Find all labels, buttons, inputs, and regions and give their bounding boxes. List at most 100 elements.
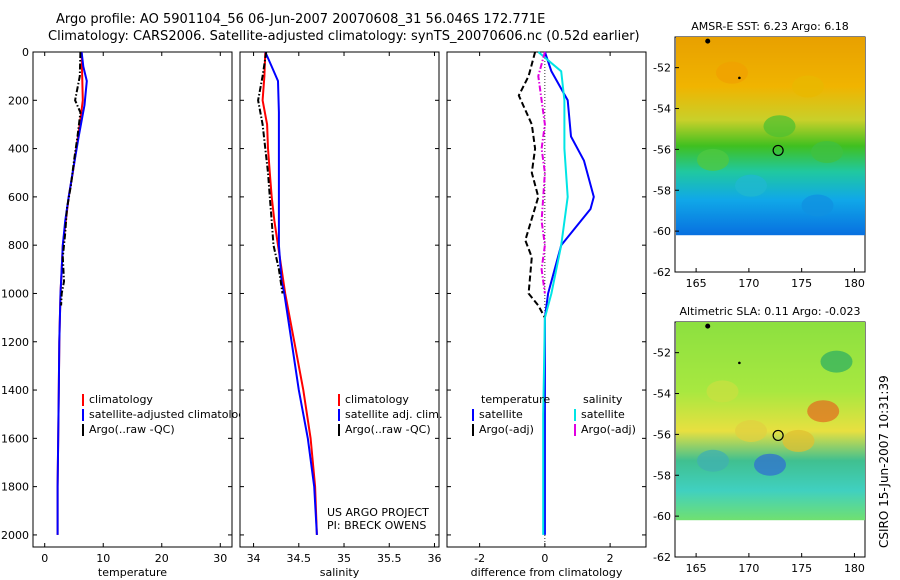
map-title: AMSR-E SST: 6.23 Argo: 6.18 xyxy=(691,20,849,33)
map-texture-patch xyxy=(820,350,853,373)
map-x-tick-label: 165 xyxy=(686,562,707,575)
x-tick-label-difference: -2 xyxy=(474,552,485,565)
map-panel-sla: Altimetric SLA: 0.11 Argo: -0.023 165 170 1… xyxy=(653,305,866,575)
map-texture-patch xyxy=(697,148,729,171)
argo-location-marker xyxy=(772,429,784,442)
series-line-temperature-black xyxy=(60,51,82,306)
map-texture-patch xyxy=(811,140,843,163)
legend-entry-difference: satellite xyxy=(581,408,625,421)
y-tick-label: 1000 xyxy=(1,287,29,300)
legend-entry-salinity: Argo(..raw -QC) xyxy=(345,423,431,436)
x-tick-label-temperature: 30 xyxy=(213,552,227,565)
map-texture-patch xyxy=(754,453,786,476)
map-y-tick-label: -60 xyxy=(653,225,671,238)
map-x-tick-label: 170 xyxy=(738,562,759,575)
map-y-tick-label: -54 xyxy=(653,103,671,116)
y-tick-label: 400 xyxy=(8,143,29,156)
map-x-tick-label: 175 xyxy=(791,277,812,290)
legend-entry-temperature: climatology xyxy=(89,393,153,406)
legend-entry-salinity: satellite adj. clim. xyxy=(345,408,442,421)
x-axis-label-salinity: salinity xyxy=(320,566,360,579)
argo-location-marker xyxy=(772,144,784,157)
map-texture-patch xyxy=(807,400,840,423)
y-tick-label: 0 xyxy=(22,46,29,59)
series-line-salinity-black xyxy=(257,51,284,294)
x-axis-label-temperature: temperature xyxy=(98,566,167,579)
x-axis-label-difference: difference from climatology xyxy=(471,566,623,579)
x-tick-label-temperature: 20 xyxy=(155,552,169,565)
series-line-difference-magenta xyxy=(537,51,546,294)
map-y-tick-label: -58 xyxy=(653,469,671,482)
map-x-tick-label: 180 xyxy=(844,277,865,290)
map-texture-patch xyxy=(782,429,815,452)
y-tick-label: 1200 xyxy=(1,336,29,349)
map-image-field xyxy=(676,37,865,236)
map-y-tick-label: -62 xyxy=(653,266,671,279)
axes-frame-salinity xyxy=(239,51,440,548)
figure-title-line1: Argo profile: AO 5901104_56 06-Jun-2007 … xyxy=(56,12,546,27)
y-tick-label: 600 xyxy=(8,191,29,204)
map-x-tick-label: 170 xyxy=(738,277,759,290)
series-line-difference-cyan xyxy=(537,51,569,535)
legend-title-salinity: salinity xyxy=(583,393,623,406)
map-panel-sst: AMSR-E SST: 6.23 Argo: 6.18 165 170 175 180 -… xyxy=(653,20,866,290)
island-marker xyxy=(705,38,711,44)
x-tick-label-difference: 2 xyxy=(607,552,614,565)
legend-entry-difference: Argo(-adj) xyxy=(479,423,534,436)
legend-entry-salinity: climatology xyxy=(345,393,409,406)
legend-entry-temperature: Argo(..raw -QC) xyxy=(89,423,175,436)
x-tick-label-salinity: 35 xyxy=(337,552,351,565)
map-texture-patch xyxy=(706,380,739,403)
map-y-tick-label: -56 xyxy=(653,143,671,156)
map-y-tick-label: -58 xyxy=(653,184,671,197)
map-y-tick-label: -52 xyxy=(653,347,671,360)
x-tick-label-salinity: 36 xyxy=(427,552,441,565)
map-texture-patch xyxy=(763,115,796,138)
legend-entry-difference: Argo(-adj) xyxy=(581,423,636,436)
axes-frame-temperature xyxy=(32,51,233,548)
map-y-tick-label: -60 xyxy=(653,510,671,523)
figure-title-line2: Climatology: CARS2006. Satellite-adjuste… xyxy=(48,29,640,44)
y-tick-label: 1400 xyxy=(1,384,29,397)
map-texture-patch xyxy=(735,420,767,443)
x-tick-label-temperature: 0 xyxy=(41,552,48,565)
map-y-tick-label: -54 xyxy=(653,388,671,401)
y-tick-label: 800 xyxy=(8,239,29,252)
map-x-tick-label: 165 xyxy=(686,277,707,290)
map-texture-patch xyxy=(697,449,729,472)
map-y-tick-label: -62 xyxy=(653,551,671,564)
y-tick-label: 1600 xyxy=(1,432,29,445)
x-tick-label-difference: 0 xyxy=(541,552,548,565)
legend-entry-difference: satellite xyxy=(479,408,523,421)
panel-temperature: 0 10 20 30 0 200 400 600 800 1000 1200 1400 1600 1800… xyxy=(1,46,252,579)
legend-title-temperature: temperature xyxy=(481,393,550,406)
map-title: Altimetric SLA: 0.11 Argo: -0.023 xyxy=(680,305,861,318)
map-texture-patch xyxy=(716,61,748,84)
island-marker xyxy=(738,361,741,365)
map-texture-patch xyxy=(801,194,834,217)
map-y-tick-label: -52 xyxy=(653,62,671,75)
panel-salinity: 34 34.5 35 35.5 36 salinity climatology satelli… xyxy=(239,51,442,579)
map-y-tick-label: -56 xyxy=(653,428,671,441)
map-x-tick-label: 175 xyxy=(791,562,812,575)
x-tick-label-temperature: 10 xyxy=(96,552,110,565)
y-tick-label: 200 xyxy=(8,94,29,107)
map-x-tick-label: 180 xyxy=(844,562,865,575)
series-line-temperature-blue xyxy=(56,51,88,535)
x-tick-label-salinity: 34.5 xyxy=(287,552,312,565)
x-tick-label-salinity: 35.5 xyxy=(377,552,402,565)
series-line-salinity-red xyxy=(261,51,318,535)
map-texture-patch xyxy=(792,75,824,98)
island-marker xyxy=(705,323,711,329)
x-tick-label-salinity: 34 xyxy=(247,552,261,565)
y-tick-label: 1800 xyxy=(1,481,29,494)
y-tick-label: 2000 xyxy=(1,529,29,542)
project-annotation: US ARGO PROJECT xyxy=(327,506,429,519)
series-line-salinity-blue xyxy=(264,51,318,535)
series-line-difference-black xyxy=(517,51,546,319)
island-marker xyxy=(738,76,741,80)
map-texture-patch xyxy=(735,174,767,197)
legend-entry-temperature: satellite-adjusted climatology xyxy=(89,408,252,421)
